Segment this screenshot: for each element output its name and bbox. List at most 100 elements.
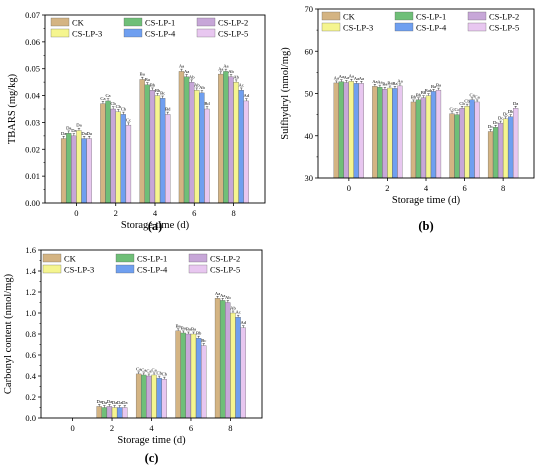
panel-a-bar-label: Aa xyxy=(218,66,223,71)
panel-b-x-axis-label: Storage time (d) xyxy=(392,195,461,206)
panel-c-xtick-label: 4 xyxy=(149,423,154,433)
panel-b-bar-label: Ba xyxy=(382,82,387,87)
panel-c-bar xyxy=(185,333,192,419)
panel-a-xtick-label: 6 xyxy=(192,208,196,218)
panel-b-bar xyxy=(397,85,403,179)
panel-b-bar xyxy=(474,101,480,179)
panel-a-bar xyxy=(81,138,87,204)
panel-b-ytick-label: 60 xyxy=(305,46,314,56)
panel-c-bar xyxy=(117,407,123,419)
panel-b-xtick-label: 8 xyxy=(501,183,505,193)
panel-b-bar-label: Bb xyxy=(411,94,417,99)
panel-c-xtick-label: 0 xyxy=(70,423,74,433)
panel-c-ytick-label: 1.2 xyxy=(25,287,36,297)
panel-b-bar-label: Bb xyxy=(421,90,427,95)
panel-a-bar xyxy=(233,81,239,204)
panel-b-ytick-label: 40 xyxy=(305,131,314,141)
panel-c-xtick-label: 6 xyxy=(189,423,193,433)
panel-c-bar xyxy=(106,406,113,419)
panel-a-bar xyxy=(243,100,249,204)
panel-a-bar xyxy=(183,76,190,204)
panel-c-bar-label: Da xyxy=(122,400,127,405)
panel-c-bar xyxy=(214,298,221,419)
panel-a-legend-label: CS-LP-1 xyxy=(145,18,175,28)
panel-b-bar xyxy=(410,101,417,179)
panel-c-bar-label: Ca xyxy=(152,367,157,372)
panel-b-legend-swatch xyxy=(394,22,414,32)
panel-c-legend-swatch xyxy=(188,264,208,274)
panel-a-bar xyxy=(204,108,210,204)
panel-b-ytick-label: 30 xyxy=(305,173,314,183)
panel-b-legend-label: CS-LP-5 xyxy=(489,23,519,33)
panel-a-bar xyxy=(86,138,92,204)
panel-c-ytick-label: 0.6 xyxy=(25,350,36,360)
panel-b-bar-label: Ca xyxy=(470,92,475,97)
panel-a-bar-label: Da xyxy=(76,123,81,128)
panel-b-bar xyxy=(353,83,359,179)
panel-a-bar xyxy=(238,90,244,204)
panel-a-bar-label: Bb xyxy=(155,88,161,93)
panel-a-bar xyxy=(228,76,234,204)
panel-b-bar xyxy=(469,99,475,179)
panel-c-bar-label: Aa xyxy=(220,293,225,298)
panel-c-bar-label: Da xyxy=(102,400,107,405)
panel-c-bar-label: Ca xyxy=(146,368,151,373)
panel-b-ytick-label: 70 xyxy=(305,4,314,14)
panel-b-bar-label: Ca xyxy=(475,94,480,99)
panel-b-bar-label: Aa xyxy=(354,76,359,81)
panel-a-legend-swatch xyxy=(196,28,216,38)
panel-a-bar-label: Cb xyxy=(121,107,127,112)
panel-c-legend-swatch xyxy=(115,264,135,274)
panel-c-chart: 0.0 0.2 0.4 0.6 0.8 1.0 1.2 1.4 1.6 Da Ca Ba Aa Da Ca B… xyxy=(3,245,263,465)
panel-a-bar xyxy=(165,114,171,204)
panel-b-legend-label: CK xyxy=(343,12,356,22)
panel-b-bar xyxy=(333,82,339,179)
panel-b-bar xyxy=(435,89,442,179)
panel-b-bar-label: Dc xyxy=(503,111,508,116)
panel-a-legend-swatch xyxy=(123,17,143,27)
panel-b-y-axis-label: Sulfhydryl (nmol/mg) xyxy=(280,47,291,140)
panel-c-bar-label: Ba xyxy=(186,326,191,331)
panel-b-legend-label: CS-LP-4 xyxy=(416,23,447,33)
panel-a-bar xyxy=(100,103,106,204)
panel-b-bar xyxy=(392,88,398,179)
panel-b-bar-label: Dc xyxy=(498,116,503,121)
panel-a-bar-label: Bb xyxy=(150,82,156,87)
panel-b-bar-label: Aa xyxy=(397,78,402,83)
panel-b-legend-label: CS-LP-2 xyxy=(489,12,519,22)
panel-b-bar xyxy=(497,122,504,179)
panel-c-bar-label: Ab xyxy=(225,295,231,300)
panel-a-bar-label: Cc xyxy=(126,117,131,122)
panel-b-bar-label: Ba xyxy=(431,84,436,89)
panel-b-bar xyxy=(343,82,349,179)
panel-c-bar-label: Bc xyxy=(201,338,206,343)
panel-b-bar-label: Aa xyxy=(349,74,354,79)
panel-a-bar-label: Ad xyxy=(244,93,250,98)
panel-b-bar xyxy=(449,113,455,179)
panel-a-bar-label: Ac xyxy=(239,82,244,87)
panel-c-bar xyxy=(230,312,236,419)
panel-a-bar-label: Ca xyxy=(105,93,110,98)
panel-a-xtick-label: 8 xyxy=(231,208,235,218)
panel-a-legend-label: CK xyxy=(72,18,85,28)
panel-a-bar xyxy=(115,111,121,204)
panel-a-bar-label: Aa xyxy=(223,64,228,69)
panel-b-bar-label: Dc xyxy=(493,120,498,125)
panel-a-bar xyxy=(110,108,116,204)
panel-b-bar xyxy=(387,87,393,179)
panel-c-bar-label: Ca xyxy=(136,366,141,371)
panel-a-bar xyxy=(66,133,72,204)
panel-a-bar xyxy=(76,130,82,204)
panel-b-bar-label: Ba xyxy=(436,83,441,88)
panel-c-legend-swatch xyxy=(42,264,62,274)
panel-b-bar-label: Dc xyxy=(488,124,493,129)
panel-b-label: (b) xyxy=(418,219,433,233)
panel-b-bar xyxy=(415,99,422,179)
panel-a-bar xyxy=(189,81,195,204)
panel-a-ytick-label: 0.01 xyxy=(25,171,40,181)
panel-b-bar xyxy=(377,87,383,179)
panel-a-legend-swatch xyxy=(196,17,216,27)
panel-a-bar-label: Aa xyxy=(179,64,184,69)
panel-c-bar xyxy=(175,330,181,419)
panel-c-legend-swatch xyxy=(115,253,135,263)
